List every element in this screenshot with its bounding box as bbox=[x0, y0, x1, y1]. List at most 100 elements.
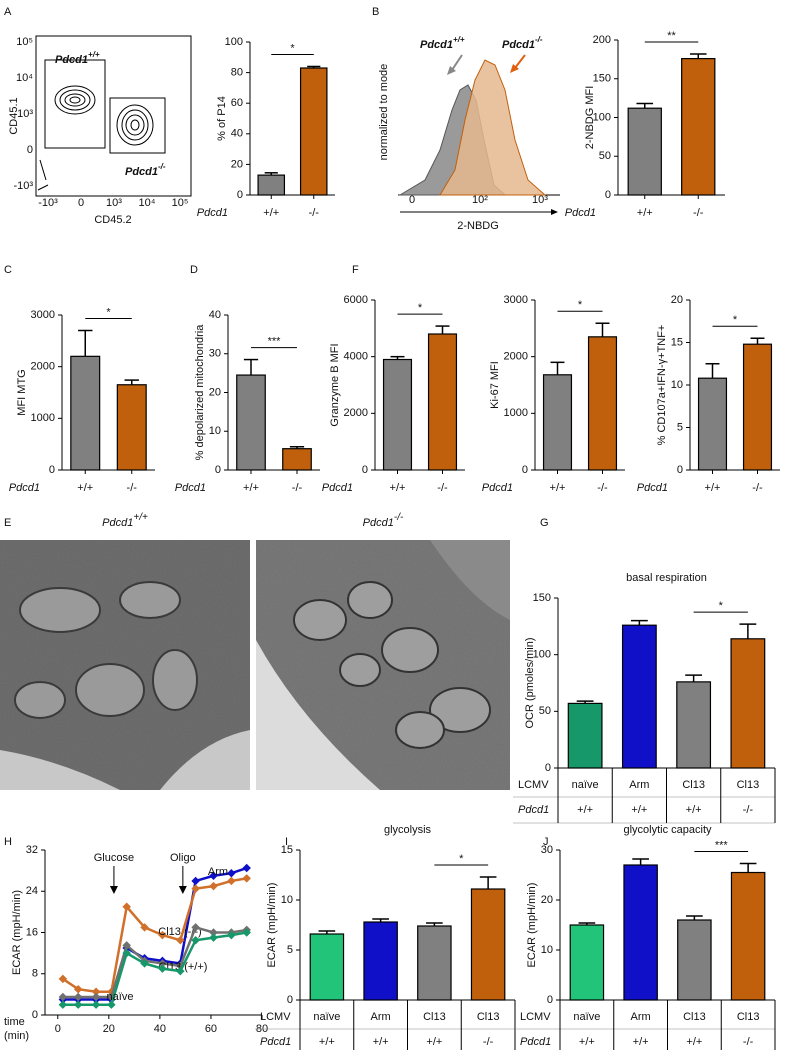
bar bbox=[681, 57, 716, 196]
arrow bbox=[514, 54, 526, 69]
significance-label: * bbox=[719, 600, 724, 612]
chart-title: basal respiration bbox=[626, 572, 707, 584]
error-bar bbox=[750, 337, 765, 345]
genotype-label: +/+ bbox=[686, 804, 702, 816]
error-bar bbox=[435, 325, 450, 334]
arrow bbox=[451, 54, 463, 71]
row-label: Pdcd1 bbox=[518, 804, 549, 816]
flow-frame bbox=[35, 35, 192, 197]
y-tick-label: 1000 bbox=[31, 412, 55, 424]
genotype-label: +/+ bbox=[577, 804, 593, 816]
genotype-label: +/+ bbox=[426, 1036, 442, 1048]
y-tick-label: 80 bbox=[231, 67, 243, 79]
bar bbox=[627, 107, 662, 196]
error-bar bbox=[632, 858, 649, 865]
genotype-label: -/- bbox=[743, 1036, 754, 1048]
significance-label: ** bbox=[667, 30, 676, 42]
y-tick-label: 40 bbox=[209, 309, 221, 321]
bar bbox=[70, 355, 101, 471]
row-label: LCMV bbox=[518, 779, 549, 791]
y-tick-label: 16 bbox=[26, 926, 38, 938]
genotype: +/+ bbox=[453, 35, 465, 44]
error-bar bbox=[390, 355, 405, 360]
error-bar bbox=[630, 619, 648, 626]
point bbox=[58, 1000, 68, 1009]
gate bbox=[109, 97, 166, 154]
x-axis-label: (min) bbox=[4, 1030, 29, 1042]
chart-title: glycolytic capacity bbox=[623, 824, 712, 836]
x-tick-label: -/- bbox=[127, 482, 138, 494]
point bbox=[91, 1000, 101, 1009]
y-tick-label: 0 bbox=[215, 464, 221, 476]
population-label: Pdcd1+/+ bbox=[55, 50, 100, 66]
y-tick-label: 150 bbox=[593, 73, 611, 85]
y-tick-label: 0 bbox=[362, 464, 368, 476]
y-tick-label: 2000 bbox=[344, 407, 368, 419]
y-tick-label: 10 bbox=[281, 894, 293, 906]
series-label: Arm bbox=[208, 866, 228, 878]
bar bbox=[730, 638, 766, 769]
y-tick-label: 0 bbox=[547, 994, 553, 1006]
x-tick-label: 10⁴ bbox=[139, 197, 156, 209]
gene: Pdcd1 bbox=[363, 517, 394, 529]
em-background bbox=[256, 640, 380, 790]
x-axis-label: CD45.2 bbox=[94, 214, 131, 226]
genotype-label: +/+ bbox=[633, 1036, 649, 1048]
error-bar bbox=[739, 623, 757, 639]
x-tick-label: -/- bbox=[309, 207, 320, 219]
arrow-head bbox=[178, 886, 187, 894]
x-tick-label: -/- bbox=[437, 482, 448, 494]
bar bbox=[697, 377, 728, 471]
significance-label: * bbox=[290, 42, 295, 54]
genotype-label: -/- bbox=[743, 804, 754, 816]
annotation: Oligo bbox=[170, 852, 196, 864]
y-axis-label: normalized to mode bbox=[378, 64, 390, 161]
annotation: Glucose bbox=[94, 852, 134, 864]
y-tick-label: 20 bbox=[541, 894, 553, 906]
row-label: Pdcd1 bbox=[260, 1036, 291, 1048]
histogram-plot: Pdcd1+/+ Pdcd1-/- normalized to mode 2-N… bbox=[378, 35, 560, 232]
x-axis-label: time bbox=[4, 1016, 25, 1028]
bar bbox=[742, 343, 773, 471]
x-tick-label: -/- bbox=[597, 482, 608, 494]
x-tick-label: -/- bbox=[693, 207, 704, 219]
y-axis-label: % of P14 bbox=[216, 96, 228, 141]
x-tick-label: Cl13 bbox=[423, 1011, 446, 1023]
point bbox=[227, 868, 236, 878]
point bbox=[73, 1000, 83, 1009]
genotype-label: +/+ bbox=[579, 1036, 595, 1048]
bar bbox=[282, 448, 312, 471]
x-tick-label: 10³ bbox=[532, 194, 548, 206]
bar bbox=[116, 384, 147, 471]
error-bar bbox=[739, 862, 757, 873]
image-label: Pdcd1-/- bbox=[363, 512, 404, 529]
y-tick-label: 24 bbox=[26, 885, 38, 897]
group-label: Pdcd1 bbox=[565, 207, 596, 219]
group-label: Pdcd1 bbox=[637, 482, 668, 494]
y-tick-label: 0 bbox=[287, 994, 293, 1006]
group-label: Pdcd1 bbox=[175, 482, 206, 494]
error-bar bbox=[576, 700, 594, 704]
y-axis-label: Granzyme B MFI bbox=[329, 343, 341, 426]
x-tick-label: +/+ bbox=[550, 482, 566, 494]
y-tick-label: 40 bbox=[231, 128, 243, 140]
point bbox=[191, 876, 200, 886]
x-tick-label: +/+ bbox=[263, 207, 279, 219]
x-tick-label: 40 bbox=[154, 1023, 166, 1035]
significance-label: * bbox=[418, 302, 423, 314]
y-tick-label: 20 bbox=[209, 386, 221, 398]
error-bar bbox=[426, 922, 443, 926]
em-background bbox=[430, 540, 510, 620]
y-tick-label: 10⁵ bbox=[16, 36, 33, 48]
gene: Pdcd1 bbox=[55, 54, 88, 66]
significance-label: * bbox=[578, 299, 583, 311]
x-tick-label: -/- bbox=[752, 482, 763, 494]
y-tick-label: 5 bbox=[287, 944, 293, 956]
error-bar bbox=[595, 322, 610, 337]
y-tick-label: -10³ bbox=[13, 180, 33, 192]
y-tick-label: 150 bbox=[533, 592, 551, 604]
genotype-label: +/+ bbox=[686, 1036, 702, 1048]
x-tick-label: naïve bbox=[313, 1011, 340, 1023]
y-tick-label: 15 bbox=[281, 844, 293, 856]
